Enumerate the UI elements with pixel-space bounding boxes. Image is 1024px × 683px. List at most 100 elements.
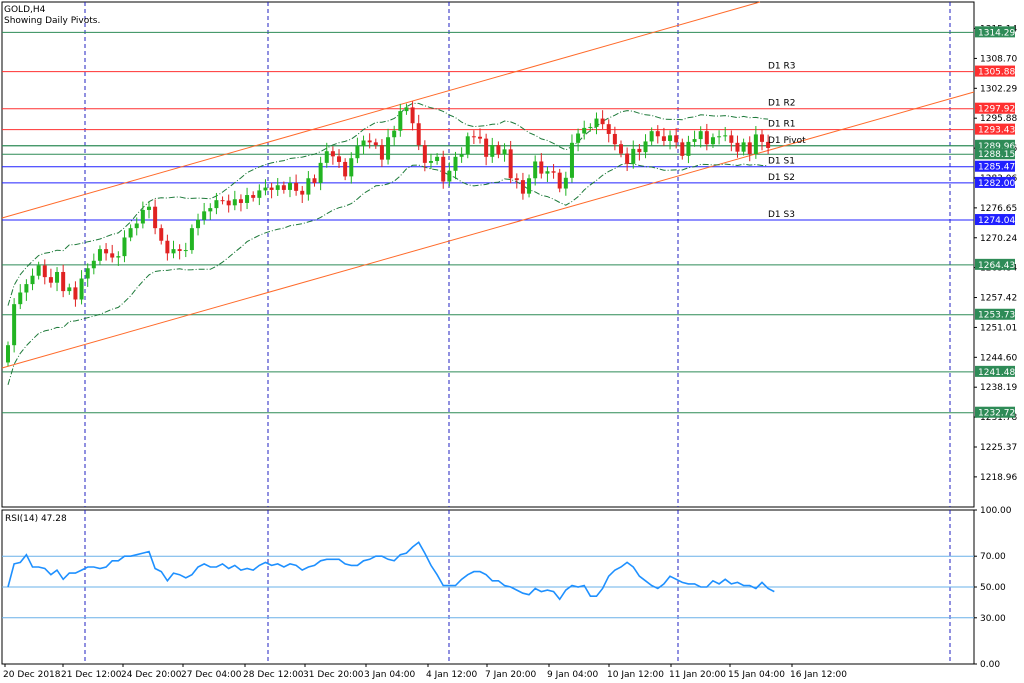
candle-body bbox=[48, 277, 53, 283]
candle-body bbox=[294, 182, 299, 191]
envelope-upper bbox=[7, 102, 769, 306]
candle-body bbox=[367, 140, 372, 143]
candle-body bbox=[6, 345, 10, 363]
candle-body bbox=[478, 136, 483, 139]
price-chart-panel[interactable]: D1 R3 D1 R2 D1 R1 D1 Pivot D1 S1 D1 S2 D1 S3 1… bbox=[1, 1, 1017, 508]
candle-body bbox=[686, 141, 691, 156]
price-tag-box bbox=[975, 123, 1015, 135]
candle-body bbox=[349, 158, 354, 177]
price-tick-label: 1238.19 bbox=[980, 383, 1017, 393]
rsi-label: RSI(14) 47.28 bbox=[5, 514, 67, 524]
candle-body bbox=[741, 142, 746, 152]
time-tick-label: 20 Dec 2018 bbox=[3, 670, 61, 680]
time-tick-label: 21 Dec 12:00 bbox=[61, 670, 122, 680]
candle-body bbox=[643, 141, 648, 153]
candle-body bbox=[692, 139, 697, 142]
candle-body bbox=[747, 142, 752, 155]
price-tag-box bbox=[975, 365, 1015, 377]
rsi-tick-label: 30.00 bbox=[980, 614, 1006, 624]
candle-body bbox=[465, 136, 470, 155]
candle-body bbox=[453, 156, 458, 171]
candle-body bbox=[79, 278, 84, 300]
candle-body bbox=[508, 149, 513, 179]
candle-body bbox=[514, 178, 519, 181]
candle-body bbox=[668, 135, 673, 141]
candle-body bbox=[759, 134, 764, 142]
symbol-label: GOLD,H4 bbox=[4, 5, 46, 15]
rsi-line bbox=[7, 541, 775, 601]
candle-body bbox=[484, 138, 489, 157]
candle-body bbox=[177, 249, 182, 252]
candle-body bbox=[306, 178, 311, 195]
price-tag: 1241.48 bbox=[978, 368, 1015, 378]
price-tag: 1289.96 bbox=[978, 142, 1015, 152]
price-tag: 1293.43 bbox=[978, 126, 1015, 136]
rsi-tick-label: 100.00 bbox=[980, 506, 1012, 516]
candle-body bbox=[153, 206, 158, 229]
candle-body bbox=[12, 304, 17, 346]
pivot-labels: D1 R3 D1 R2 D1 R1 D1 Pivot D1 S1 D1 S2 D1 S3 bbox=[768, 62, 806, 220]
price-tag-box bbox=[975, 176, 1015, 188]
rsi-tick-label: 0.00 bbox=[980, 660, 1000, 670]
price-tick-label: 1295.88 bbox=[980, 114, 1017, 124]
price-tag-box bbox=[975, 160, 1015, 172]
rsi-panel[interactable]: 100.00 70.00 50.00 30.00 0.00 RSI(14) 47.28 bbox=[1, 506, 1012, 670]
candle-body bbox=[275, 185, 280, 190]
candle-body bbox=[576, 133, 581, 143]
candle-body bbox=[226, 200, 231, 206]
candle-body bbox=[680, 142, 685, 156]
candle-body bbox=[42, 265, 47, 278]
envelope-lower bbox=[7, 162, 769, 385]
price-tag-box bbox=[975, 139, 1015, 151]
candle-body bbox=[533, 161, 538, 179]
candle-body bbox=[447, 170, 452, 182]
candle-body bbox=[753, 134, 758, 155]
candle-body bbox=[122, 237, 127, 257]
rsi-tick-label: 50.00 bbox=[980, 583, 1006, 593]
price-tag: 1285.47 bbox=[978, 163, 1015, 173]
candle-body bbox=[410, 107, 415, 124]
candle-body bbox=[159, 228, 164, 241]
candle-body bbox=[251, 195, 256, 198]
candle-body bbox=[128, 228, 133, 238]
candle-body bbox=[165, 240, 170, 254]
candle-body bbox=[281, 185, 286, 190]
candle-body bbox=[269, 187, 274, 190]
price-tick-label: 1225.37 bbox=[980, 443, 1017, 453]
time-tick-label: 15 Jan 04:00 bbox=[728, 670, 785, 680]
candle-body bbox=[459, 154, 464, 157]
pivot-label: D1 S2 bbox=[768, 173, 795, 183]
price-tick-label: 1218.96 bbox=[980, 473, 1017, 483]
time-tick-label: 11 Jan 20:00 bbox=[669, 670, 726, 680]
candle-body bbox=[649, 131, 654, 142]
candle-body bbox=[36, 265, 41, 276]
time-tick-label: 28 Dec 12:00 bbox=[243, 670, 304, 680]
candle-body bbox=[355, 146, 360, 159]
candle-body bbox=[330, 151, 335, 157]
horizontal-levels bbox=[2, 31, 974, 414]
candle-body bbox=[588, 126, 593, 128]
candle-body bbox=[704, 131, 709, 145]
candle-body bbox=[631, 148, 636, 164]
candle-body bbox=[232, 199, 237, 206]
candle-body bbox=[73, 287, 78, 300]
time-tick-label: 16 Jan 12:00 bbox=[790, 670, 847, 680]
candle-body bbox=[61, 271, 66, 292]
price-tick-label: 1244.60 bbox=[980, 353, 1017, 363]
candle-body bbox=[594, 118, 599, 127]
candle-body bbox=[606, 124, 611, 134]
candle-body bbox=[110, 253, 115, 258]
price-tag: 1297.92 bbox=[978, 105, 1015, 115]
price-tag: 1253.73 bbox=[978, 311, 1015, 321]
price-tick-label: 1270.24 bbox=[980, 234, 1017, 244]
rsi-axis: 100.00 70.00 50.00 30.00 0.00 bbox=[974, 506, 1012, 670]
time-tick-label: 7 Jan 20:00 bbox=[485, 670, 537, 680]
candle-body bbox=[398, 111, 403, 131]
candle-body bbox=[404, 107, 409, 112]
price-tags: 1314.29 1305.88 1297.92 1293.43 1289.961288.… bbox=[975, 26, 1015, 419]
price-tag: 1232.72 bbox=[978, 409, 1015, 419]
candle-body bbox=[735, 142, 740, 152]
pivot-label: D1 S3 bbox=[768, 210, 795, 220]
candle-body bbox=[723, 135, 728, 137]
candle-body bbox=[422, 145, 427, 163]
